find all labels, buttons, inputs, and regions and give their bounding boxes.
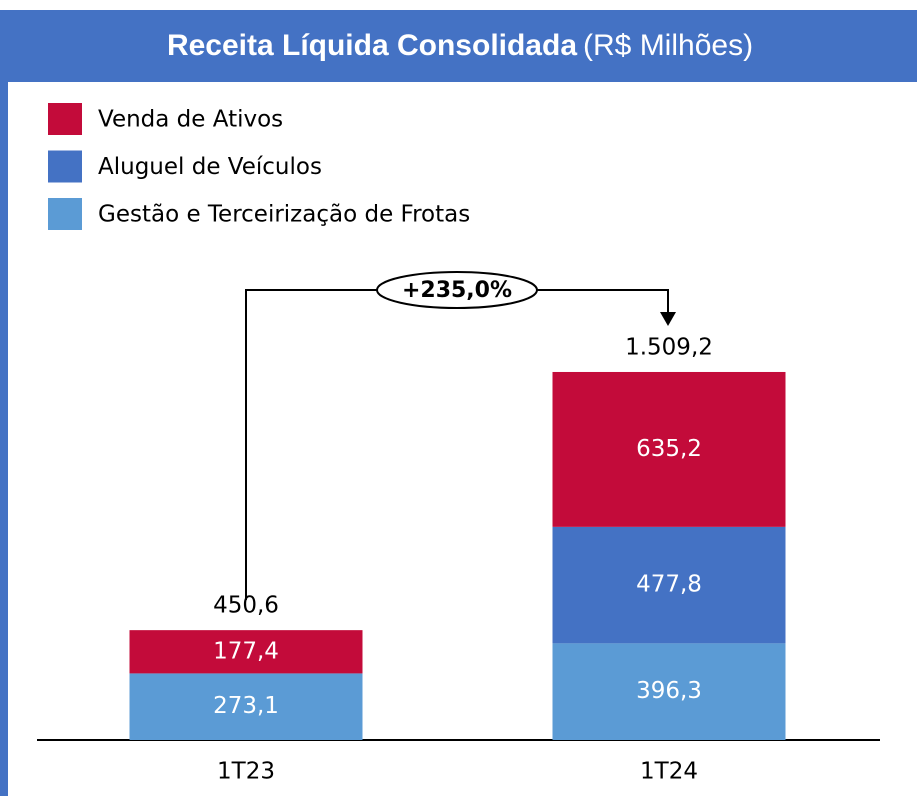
value-label: 177,4 xyxy=(213,638,279,664)
value-label: 273,1 xyxy=(213,693,279,719)
legend-label: Venda de Ativos xyxy=(98,107,283,133)
value-label: 477,8 xyxy=(636,572,702,598)
legend-label: Gestão e Terceirização de Frotas xyxy=(98,202,470,228)
legend-swatch xyxy=(48,150,82,183)
bar-segment xyxy=(552,643,786,740)
legend-swatch xyxy=(48,103,82,135)
annotation: +235,0% xyxy=(402,278,512,303)
legend-swatch xyxy=(48,198,82,230)
legend-label: Aluguel de Veículos xyxy=(98,154,322,180)
total-label: 450,6 xyxy=(213,593,279,619)
arrow-head xyxy=(660,312,676,326)
total-label: 1.509,2 xyxy=(625,335,713,361)
bar-segment xyxy=(552,371,786,527)
bar-segment xyxy=(552,526,786,644)
chart-title: Receita Líquida Consolidada xyxy=(167,29,577,62)
x-tick-label: 1T23 xyxy=(217,759,275,785)
header-band xyxy=(0,10,917,82)
value-label: 635,2 xyxy=(636,436,702,462)
bar-segment xyxy=(129,630,363,674)
chart-title-group: Receita Líquida Consolidada (R$ Milhões) xyxy=(167,29,753,62)
left-border xyxy=(0,10,8,796)
x-tick-label: 1T24 xyxy=(640,759,698,785)
chart-subtitle: (R$ Milhões) xyxy=(583,29,753,62)
annotation-bubble xyxy=(376,271,538,309)
bar-segment xyxy=(129,673,363,740)
value-label: 396,3 xyxy=(636,678,702,704)
